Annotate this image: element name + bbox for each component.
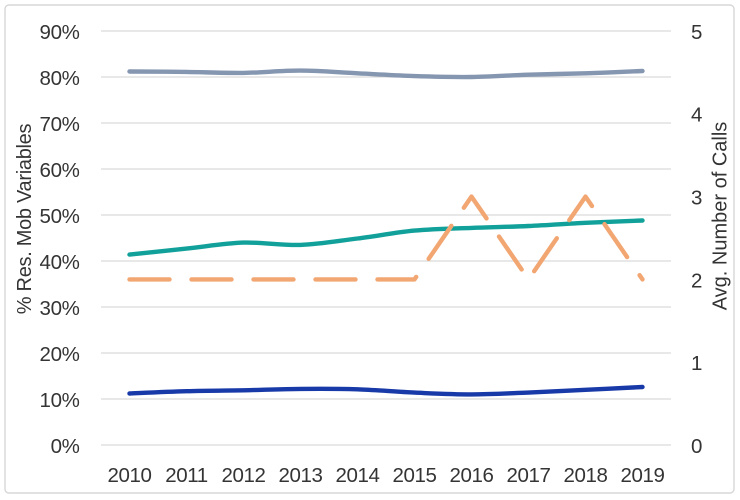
svg-text:2013: 2013	[278, 464, 322, 487]
svg-text:10%: 10%	[40, 389, 80, 412]
svg-text:2012: 2012	[221, 464, 265, 487]
svg-text:2018: 2018	[563, 464, 607, 487]
svg-text:2: 2	[691, 269, 702, 292]
svg-text:2017: 2017	[506, 464, 550, 487]
svg-text:2019: 2019	[620, 464, 664, 487]
svg-text:2011: 2011	[165, 464, 207, 487]
svg-text:Avg. Number of Calls: Avg. Number of Calls	[710, 122, 732, 311]
svg-text:3: 3	[691, 187, 702, 210]
svg-text:1: 1	[691, 352, 702, 375]
svg-text:% Res. Mob Variables: % Res. Mob Variables	[14, 124, 36, 315]
svg-text:4: 4	[691, 104, 702, 127]
svg-text:0%: 0%	[51, 435, 80, 458]
svg-text:5: 5	[691, 21, 702, 44]
svg-text:20%: 20%	[40, 343, 80, 366]
svg-text:60%: 60%	[40, 159, 80, 182]
svg-text:2015: 2015	[392, 464, 436, 487]
svg-text:2016: 2016	[449, 464, 493, 487]
svg-text:2010: 2010	[107, 464, 151, 487]
svg-text:0: 0	[691, 435, 702, 458]
svg-text:40%: 40%	[40, 251, 80, 274]
svg-text:2014: 2014	[335, 464, 379, 487]
svg-text:30%: 30%	[40, 297, 80, 320]
svg-text:80%: 80%	[40, 67, 80, 90]
svg-text:70%: 70%	[40, 113, 80, 136]
svg-text:90%: 90%	[40, 21, 80, 44]
svg-text:50%: 50%	[40, 205, 80, 228]
